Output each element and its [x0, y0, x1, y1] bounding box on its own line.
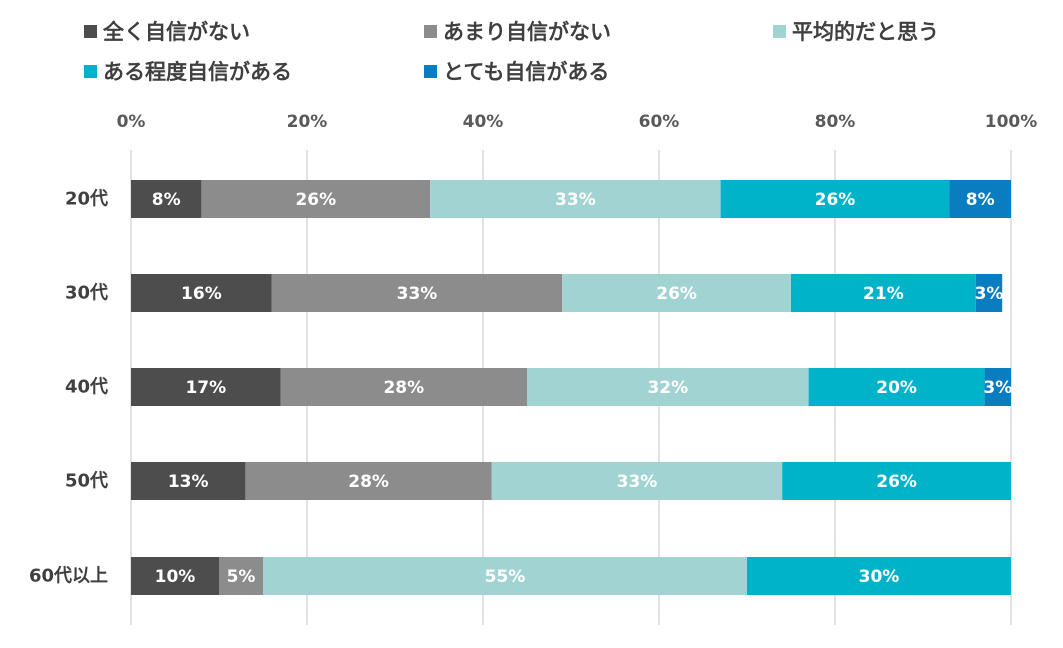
bars: 8% 26% 33% 26% 8% 16% 33% 26% 21% 3% 17% 28% 32% 20% 3… — [131, 180, 1012, 595]
legend-label: 全く自信がない — [102, 20, 250, 44]
category-label: 50代 — [65, 471, 108, 492]
bar-segment — [791, 274, 976, 312]
bar-segment — [782, 462, 1011, 500]
data-label: 26% — [815, 190, 856, 210]
x-tick-label: 80% — [815, 112, 856, 132]
data-label: 8% — [152, 190, 181, 210]
data-label: 13% — [168, 472, 209, 492]
bar-segment — [808, 368, 985, 406]
bar-segment — [527, 368, 809, 406]
x-tick-label: 40% — [463, 112, 504, 132]
bar-segment — [131, 368, 281, 406]
legend-swatch — [84, 65, 97, 78]
bar-segment — [201, 180, 431, 218]
category-label: 30代 — [65, 283, 108, 304]
legend-label: とても自信がある — [443, 60, 609, 84]
legend-label: ある程度自信がある — [103, 60, 292, 84]
legend-swatch — [424, 25, 437, 38]
bar-segment — [263, 557, 747, 595]
bar-segment — [562, 274, 791, 312]
data-label: 26% — [656, 284, 697, 304]
bar-segment — [131, 462, 246, 500]
bar-segment — [975, 274, 1003, 312]
bar-segment — [131, 557, 219, 595]
x-tick-label: 60% — [639, 112, 680, 132]
data-label: 30% — [859, 567, 900, 587]
x-tick-label: 20% — [287, 112, 328, 132]
data-label: 16% — [181, 284, 222, 304]
data-label: 26% — [295, 190, 336, 210]
data-label: 33% — [555, 190, 596, 210]
category-label: 40代 — [65, 377, 108, 398]
bar-segment — [430, 180, 721, 218]
bar-segment — [949, 180, 1011, 218]
data-label: 32% — [647, 378, 688, 398]
data-label: 20% — [876, 378, 917, 398]
bar-segment — [131, 180, 202, 218]
bar-segment — [245, 462, 492, 500]
x-tick-label: 0% — [117, 112, 146, 132]
bar-segment — [271, 274, 563, 312]
data-label: 17% — [185, 378, 226, 398]
data-label: 33% — [397, 284, 438, 304]
x-axis-ticks: 0% 20% 40% 60% 80% 100% — [117, 112, 1038, 132]
data-label: 33% — [617, 472, 658, 492]
bar-segment — [491, 462, 783, 500]
legend-swatch — [424, 65, 437, 78]
category-label: 20代 — [65, 189, 108, 210]
legend-label: あまり自信がない — [443, 20, 611, 44]
category-labels: 20代 30代 40代 50代 60代以上 — [29, 189, 108, 587]
bar-segment — [131, 274, 272, 312]
data-label: 3% — [983, 378, 1012, 398]
bar-segment — [219, 557, 263, 595]
legend-swatch — [773, 25, 786, 38]
x-tick-label: 100% — [985, 112, 1038, 132]
data-label: 26% — [876, 472, 917, 492]
data-label: 8% — [966, 190, 995, 210]
data-label: 10% — [155, 567, 196, 587]
data-label: 3% — [975, 284, 1004, 304]
data-label: 55% — [485, 567, 526, 587]
bar-segment — [747, 557, 1011, 595]
data-label: 28% — [383, 378, 424, 398]
bar-segment — [720, 180, 950, 218]
legend-label: 平均的だと思う — [792, 20, 939, 44]
data-label: 28% — [348, 472, 389, 492]
category-label: 60代以上 — [29, 566, 108, 587]
data-label: 21% — [863, 284, 904, 304]
data-label: 5% — [227, 567, 256, 587]
bar-segment — [984, 368, 1011, 406]
legend-swatch — [84, 25, 97, 38]
bar-segment — [280, 368, 527, 406]
